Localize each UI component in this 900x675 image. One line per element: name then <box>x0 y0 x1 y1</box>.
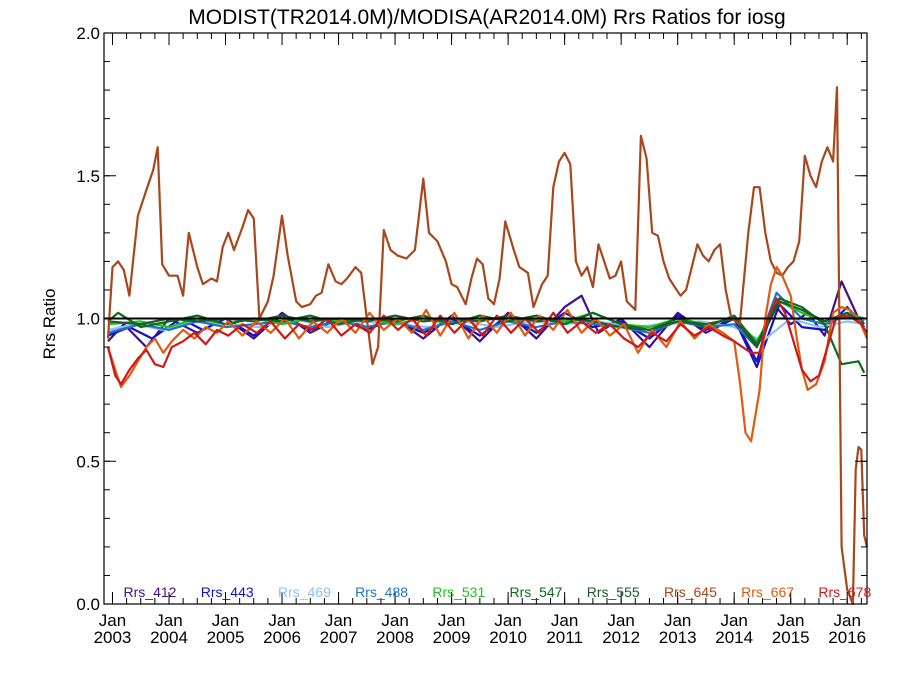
x-tick-label-year: 2011 <box>546 628 583 647</box>
x-tick-label-month: Jan <box>438 611 465 630</box>
x-tick-label-month: Jan <box>268 611 295 630</box>
x-tick-label-month: Jan <box>720 611 747 630</box>
x-tick-label-month: Jan <box>155 611 182 630</box>
x-tick-label-year: 2013 <box>659 628 697 647</box>
legend-entry-rrs-547: Rrs_547 <box>510 584 563 600</box>
legend-entry-rrs-443: Rrs_443 <box>201 584 254 600</box>
x-tick-label-year: 2006 <box>263 628 301 647</box>
y-tick-label: 0.0 <box>76 595 100 614</box>
x-tick-label-month: Jan <box>777 611 804 630</box>
series-line-rrs-667 <box>106 266 869 443</box>
legend-entry-rrs-667: Rrs_667 <box>741 584 794 600</box>
x-tick-label-year: 2008 <box>376 628 414 647</box>
legend-entry-rrs-555: Rrs_555 <box>587 584 640 600</box>
y-axis-label: Rrs Ratio <box>40 289 59 360</box>
x-tick-label-year: 2005 <box>207 628 245 647</box>
y-tick-label: 2.0 <box>76 24 100 43</box>
legend-entry-rrs-531: Rrs_531 <box>432 584 485 600</box>
x-tick-label-month: Jan <box>494 611 521 630</box>
axes-group: 0.00.51.01.52.0Jan2003Jan2004Jan2005Jan2… <box>76 24 868 647</box>
series-line-rrs-678 <box>106 297 868 386</box>
x-tick-label-year: 2012 <box>602 628 640 647</box>
legend-entry-rrs-678: Rrs_678 <box>818 584 871 600</box>
x-tick-label-year: 2003 <box>94 628 132 647</box>
series-line-rrs-645 <box>106 86 869 606</box>
x-tick-label-year: 2015 <box>772 628 810 647</box>
legend-entry-rrs-412: Rrs_412 <box>124 584 177 600</box>
x-tick-label-month: Jan <box>664 611 691 630</box>
legend-entry-rrs-469: Rrs_469 <box>278 584 331 600</box>
chart-title: MODIST(TR2014.0M)/MODISA(AR2014.0M) Rrs … <box>188 6 785 29</box>
x-tick-label-year: 2016 <box>828 628 866 647</box>
y-tick-label: 0.5 <box>76 452 100 471</box>
x-tick-label-month: Jan <box>381 611 408 630</box>
x-tick-label-month: Jan <box>551 611 578 630</box>
x-tick-label-month: Jan <box>834 611 861 630</box>
x-tick-label-month: Jan <box>325 611 352 630</box>
y-tick-label: 1.0 <box>76 310 100 329</box>
x-tick-label-year: 2010 <box>489 628 527 647</box>
legend: Rrs_412 Rrs_443 Rrs_469 Rrs_488 Rrs_531 Rrs_5… <box>124 584 872 600</box>
legend-entry-rrs-488: Rrs_488 <box>355 584 408 600</box>
x-tick-label-year: 2004 <box>150 628 188 647</box>
x-tick-label-month: Jan <box>99 611 126 630</box>
x-tick-label-year: 2014 <box>715 628 753 647</box>
plot-series-group <box>106 86 869 606</box>
y-tick-label: 1.5 <box>76 167 100 186</box>
x-tick-label-year: 2009 <box>433 628 471 647</box>
x-tick-label-month: Jan <box>212 611 239 630</box>
legend-entry-rrs-645: Rrs_645 <box>664 584 717 600</box>
x-tick-label-year: 2007 <box>320 628 358 647</box>
x-tick-label-month: Jan <box>607 611 634 630</box>
